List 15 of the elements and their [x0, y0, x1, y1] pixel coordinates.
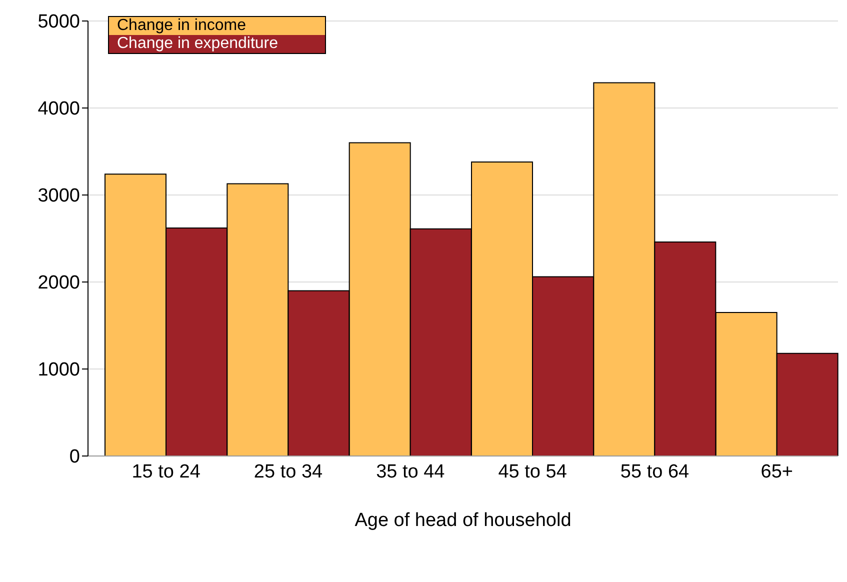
y-tick-label: 5000: [38, 12, 80, 33]
text: Change in expenditure: [109, 35, 325, 53]
y-tick-label: 2000: [38, 272, 80, 294]
x-tick-label: 45 to 54: [498, 461, 568, 482]
x-tick-label: 55 to 64: [620, 461, 690, 482]
x-tick-label: 35 to 44: [376, 461, 446, 482]
x-tick-label: 25 to 34: [254, 461, 324, 482]
y-tick-label: 4000: [38, 98, 80, 120]
text: Change in income: [109, 17, 325, 35]
x-tick-label: 15 to 24: [132, 461, 201, 482]
y-tick-label: 0: [69, 446, 80, 468]
y-tick-label: 1000: [38, 360, 80, 381]
y-tick-label: 3000: [38, 186, 80, 207]
x-axis-title: Age of head of household: [354, 510, 572, 531]
x-tick-label: 65+: [760, 461, 794, 482]
